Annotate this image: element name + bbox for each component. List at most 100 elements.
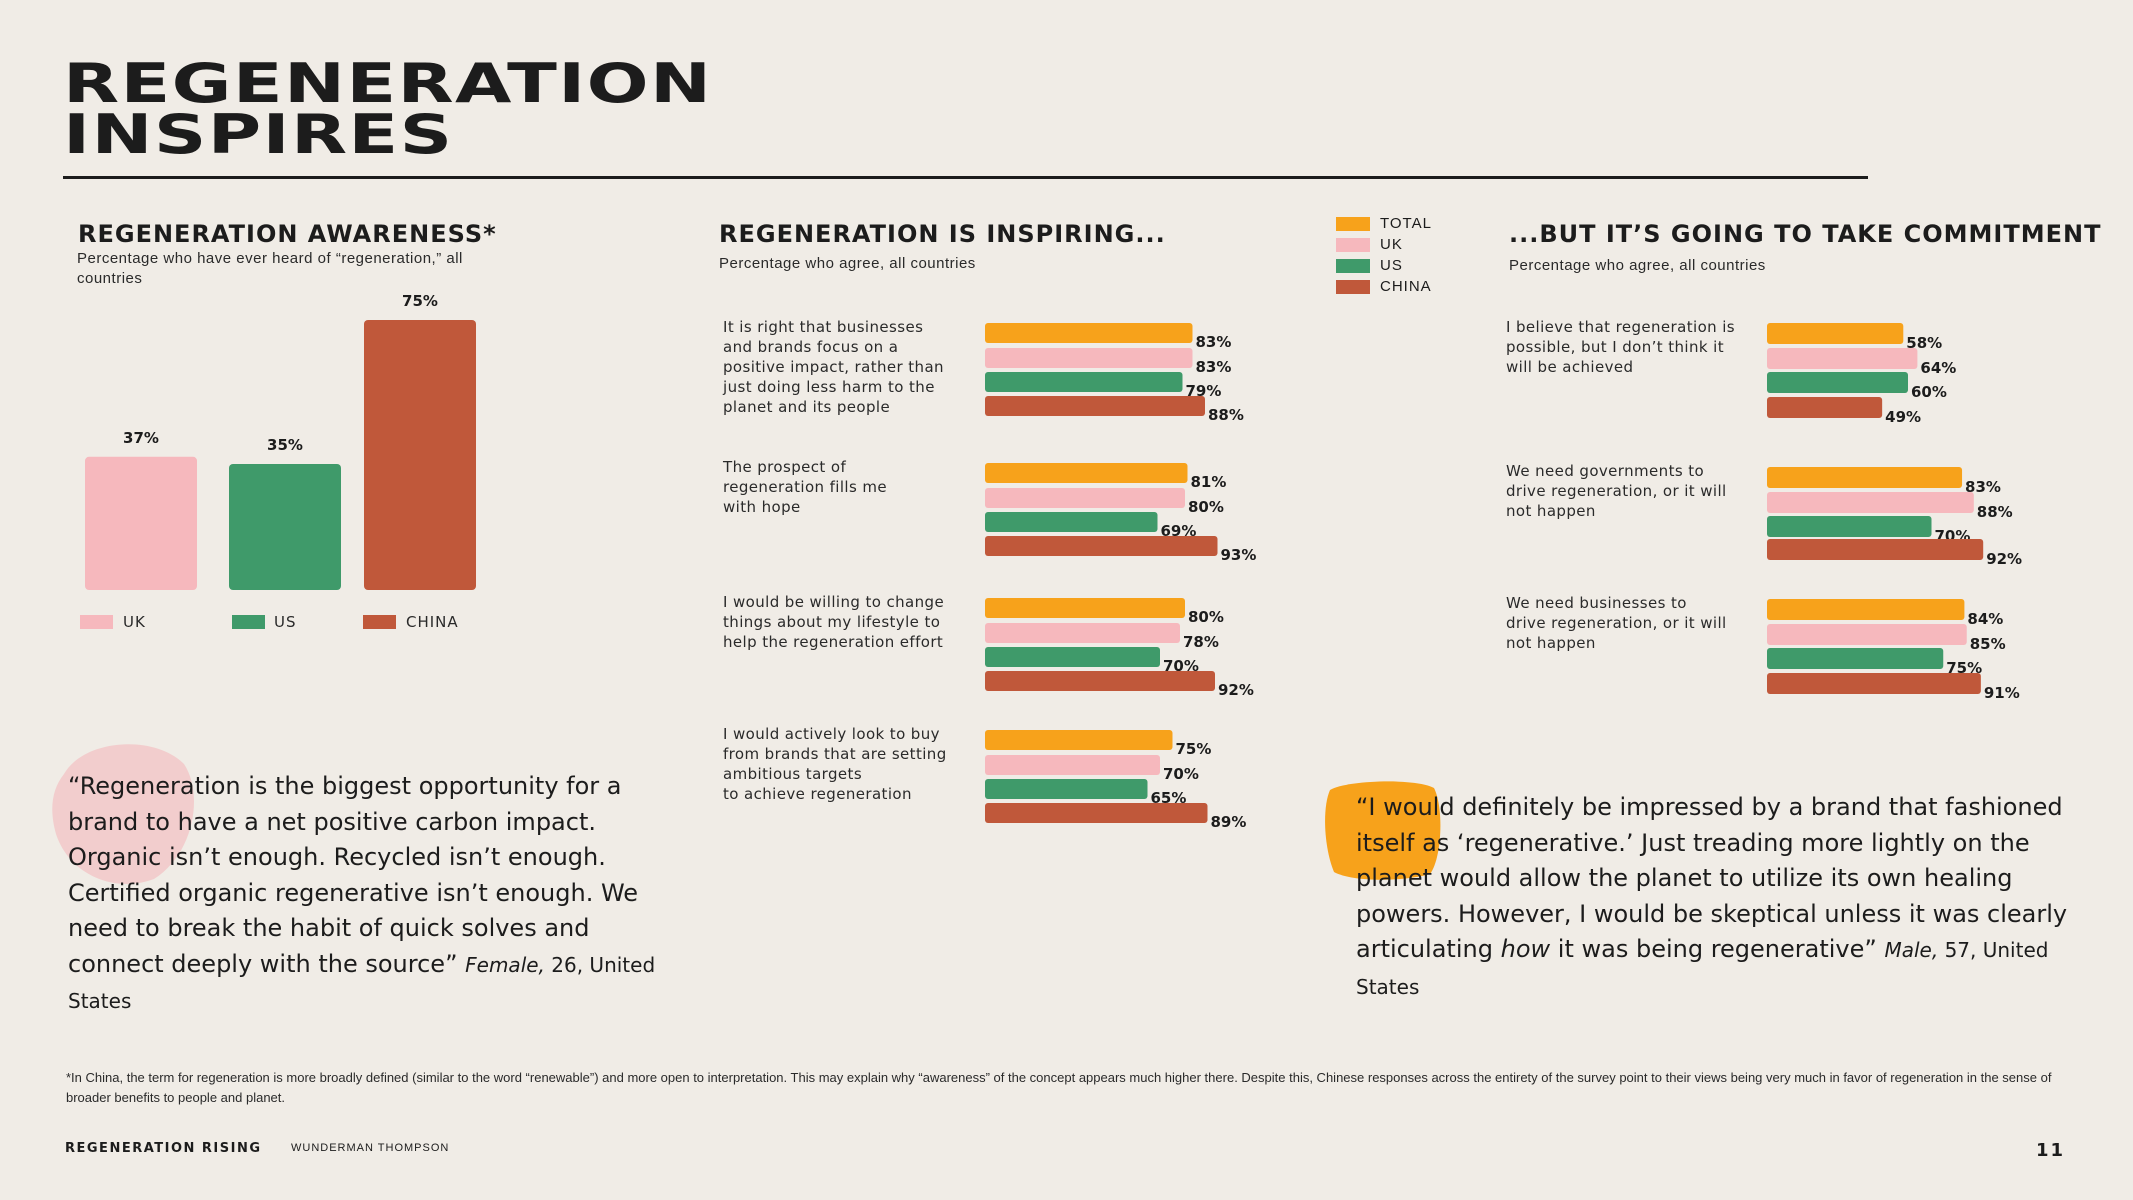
bar-value-label: 88% [1977,503,2013,521]
bar-china [985,536,1218,556]
bar-us [1767,516,1932,537]
legend-swatch [1336,237,1370,252]
legend-item-uk: UK [1336,234,1432,255]
awareness-legend-label: UK [123,613,146,631]
bar-total [985,730,1173,750]
bar-uk [1767,624,1967,645]
bar-value-label: 70% [1163,657,1199,675]
bar-value-label: 78% [1183,633,1219,651]
legend-item-total: TOTAL [1336,213,1432,234]
bar-china [985,671,1215,691]
bar-value-label: 91% [1984,684,2020,702]
question-label-line: I believe that regeneration is [1506,318,1735,336]
bar-uk [985,755,1160,775]
awareness-legend-swatch [232,615,265,629]
bar-value-label: 75% [1946,659,1982,677]
quote-left-gender: Female, [465,952,545,977]
page-title: REGENERATION INSPIRES [63,52,713,166]
bar-value-label: 83% [1965,478,2001,496]
quote-right-emphasis: how [1500,935,1551,963]
awareness-chart: 37% UK 35% US 75% CHINA [80,292,476,631]
legend-label: CHINA [1380,278,1432,295]
bar-value-label: 80% [1188,498,1224,516]
question-label-line: It is right that businesses [723,318,923,336]
bar-value-label: 81% [1191,473,1227,491]
commitment-chart: I believe that regeneration is possible, … [1506,318,2022,702]
bar-china [1767,539,1984,560]
quote-right-text-1: “I would definitely be impressed by a br… [1356,793,2068,963]
question-label-line: not happen [1506,634,1596,652]
quote-right: “I would definitely be impressed by a br… [1356,790,2076,1005]
bar-us [1767,372,1908,393]
awareness-legend-swatch [363,615,396,629]
awareness-chart-title: REGENERATION AWARENESS* [78,220,497,248]
legend-label: TOTAL [1380,215,1432,232]
awareness-legend-swatch [80,615,113,629]
awareness-legend-label: CHINA [406,613,459,631]
quote-right-gender: Male, [1884,938,1939,962]
question-label-line: I would actively look to buy [723,725,940,743]
bar-value-label: 65% [1151,789,1187,807]
bar-total [985,463,1188,483]
question-label-line: I would be willing to change [723,593,944,611]
question-label-line: with hope [723,498,801,516]
awareness-value-label: 35% [267,436,303,454]
legend-swatch [1336,216,1370,231]
quote-left-text: “Regeneration is the biggest opportunity… [68,772,639,978]
chart-legend: TOTAL UK US CHINA [1336,213,1432,297]
question-label-line: just doing less harm to the [722,378,935,396]
bar-us [1767,648,1944,669]
bar-uk [1767,348,1918,369]
question-label-line: regeneration fills me [723,478,887,496]
bar-uk [985,623,1180,643]
question-label-line: help the regeneration effort [723,633,943,651]
question-label-line: from brands that are setting [723,745,947,763]
inspiring-chart-title: REGENERATION IS INSPIRING... [719,220,1166,248]
bar-value-label: 58% [1906,334,1942,352]
bar-value-label: 60% [1911,383,1947,401]
awareness-bar-us [229,464,341,590]
commitment-chart-subtitle: Percentage who agree, all countries [1509,257,1766,274]
bar-value-label: 75% [1176,740,1212,758]
inspiring-chart-subtitle: Percentage who agree, all countries [719,255,976,272]
question-label-line: ambitious targets [723,765,862,783]
bar-us [985,372,1183,392]
bar-value-label: 88% [1208,406,1244,424]
bar-value-label: 70% [1163,765,1199,783]
question-label-line: possible, but I don’t think it [1506,338,1724,356]
question-label-line: The prospect of [722,458,846,476]
quote-right-attribution: Male, 57, United States [1356,938,2048,999]
bar-total [985,323,1193,343]
question-label-line: drive regeneration, or it will [1506,482,1727,500]
legend-item-china: CHINA [1336,276,1432,297]
question-label-line: and brands focus on a [723,338,898,356]
awareness-bar-china [364,320,476,590]
bar-total [985,598,1185,618]
awareness-value-label: 75% [402,292,438,310]
footnote: *In China, the term for regeneration is … [66,1070,2052,1105]
bar-us [985,647,1160,667]
commitment-chart-title: ...BUT IT’S GOING TO TAKE COMMITMENT [1509,220,2102,248]
bar-value-label: 84% [1967,610,2003,628]
question-label-line: We need businesses to [1506,594,1687,612]
question-label-line: things about my lifestyle to [723,613,940,631]
awareness-legend-label: US [274,613,297,631]
page-title-line-2: INSPIRES [63,103,454,166]
page-title-line-1: REGENERATION [63,52,713,115]
quote-right-age-country: 57, United States [1356,938,2049,999]
title-divider [63,176,1868,179]
question-label-line: not happen [1506,502,1596,520]
question-label-line: will be achieved [1506,358,1633,376]
legend-swatch [1336,279,1370,294]
brand-name: REGENERATION RISING [65,1141,262,1156]
bar-value-label: 83% [1196,358,1232,376]
pink-paint-blot [52,744,194,884]
bar-value-label: 69% [1161,522,1197,540]
quote-left-attribution: Female, 26, United States [68,953,655,1014]
bar-us [985,512,1158,532]
bar-china [1767,397,1883,418]
awareness-bar-uk [85,456,197,590]
quote-left-age-country: 26, United States [68,952,656,1014]
quote-right-text-2: it was being regenerative” [1557,935,1877,963]
orange-paint-blot [1325,781,1441,880]
